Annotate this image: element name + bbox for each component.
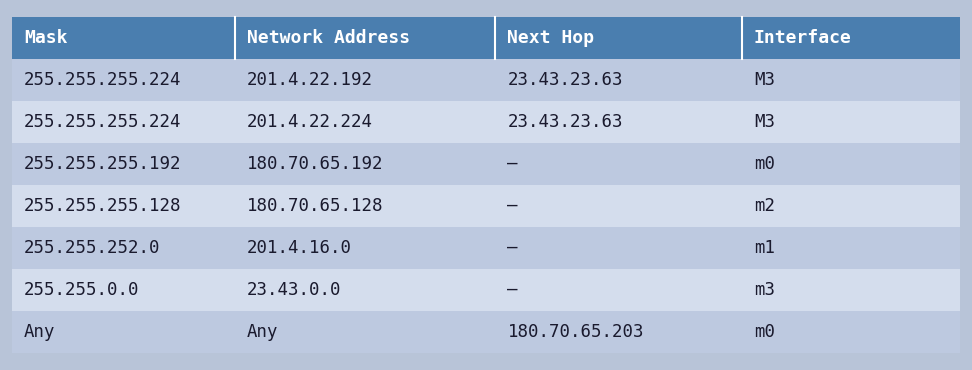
Bar [742,185,960,227]
Text: Mask: Mask [24,29,67,47]
Text: m0: m0 [754,155,775,173]
Bar [235,311,496,353]
Bar [235,227,496,269]
Bar [12,101,235,143]
Text: Next Hop: Next Hop [507,29,595,47]
Text: 201.4.22.192: 201.4.22.192 [247,71,373,89]
Text: Interface: Interface [754,29,851,47]
Bar [742,227,960,269]
Bar [12,269,235,311]
Text: 23.43.0.0: 23.43.0.0 [247,281,341,299]
Text: 255.255.252.0: 255.255.252.0 [24,239,160,257]
Text: m3: m3 [754,281,775,299]
Bar [496,311,742,353]
Bar [742,311,960,353]
Bar [235,269,496,311]
Bar [496,143,742,185]
Bar [12,311,235,353]
Bar [742,17,960,59]
Text: 23.43.23.63: 23.43.23.63 [507,113,623,131]
Text: –: – [507,197,518,215]
Bar [496,269,742,311]
Text: Network Address: Network Address [247,29,410,47]
Bar [496,101,742,143]
Bar [742,59,960,101]
Text: 255.255.0.0: 255.255.0.0 [24,281,140,299]
Bar [496,17,742,59]
Text: M3: M3 [754,113,775,131]
Text: 180.70.65.192: 180.70.65.192 [247,155,383,173]
Bar [235,185,496,227]
Text: –: – [507,281,518,299]
Text: 255.255.255.224: 255.255.255.224 [24,71,182,89]
Text: M3: M3 [754,71,775,89]
Text: 255.255.255.224: 255.255.255.224 [24,113,182,131]
Bar [12,59,235,101]
Bar [235,59,496,101]
Text: 201.4.22.224: 201.4.22.224 [247,113,373,131]
Text: m0: m0 [754,323,775,341]
Bar [496,227,742,269]
Text: Any: Any [24,323,55,341]
Bar [742,143,960,185]
Text: 180.70.65.128: 180.70.65.128 [247,197,383,215]
Text: 255.255.255.192: 255.255.255.192 [24,155,182,173]
Text: 201.4.16.0: 201.4.16.0 [247,239,352,257]
Bar [12,185,235,227]
Text: 180.70.65.203: 180.70.65.203 [507,323,644,341]
Bar [496,59,742,101]
Bar [12,143,235,185]
Bar [235,143,496,185]
Bar [742,101,960,143]
Bar [12,227,235,269]
Text: Any: Any [247,323,278,341]
Bar [235,101,496,143]
Text: 255.255.255.128: 255.255.255.128 [24,197,182,215]
Bar [12,17,235,59]
Bar [496,185,742,227]
Text: m2: m2 [754,197,775,215]
Text: m1: m1 [754,239,775,257]
Text: –: – [507,239,518,257]
Text: –: – [507,155,518,173]
Text: 23.43.23.63: 23.43.23.63 [507,71,623,89]
Bar [235,17,496,59]
Bar [742,269,960,311]
